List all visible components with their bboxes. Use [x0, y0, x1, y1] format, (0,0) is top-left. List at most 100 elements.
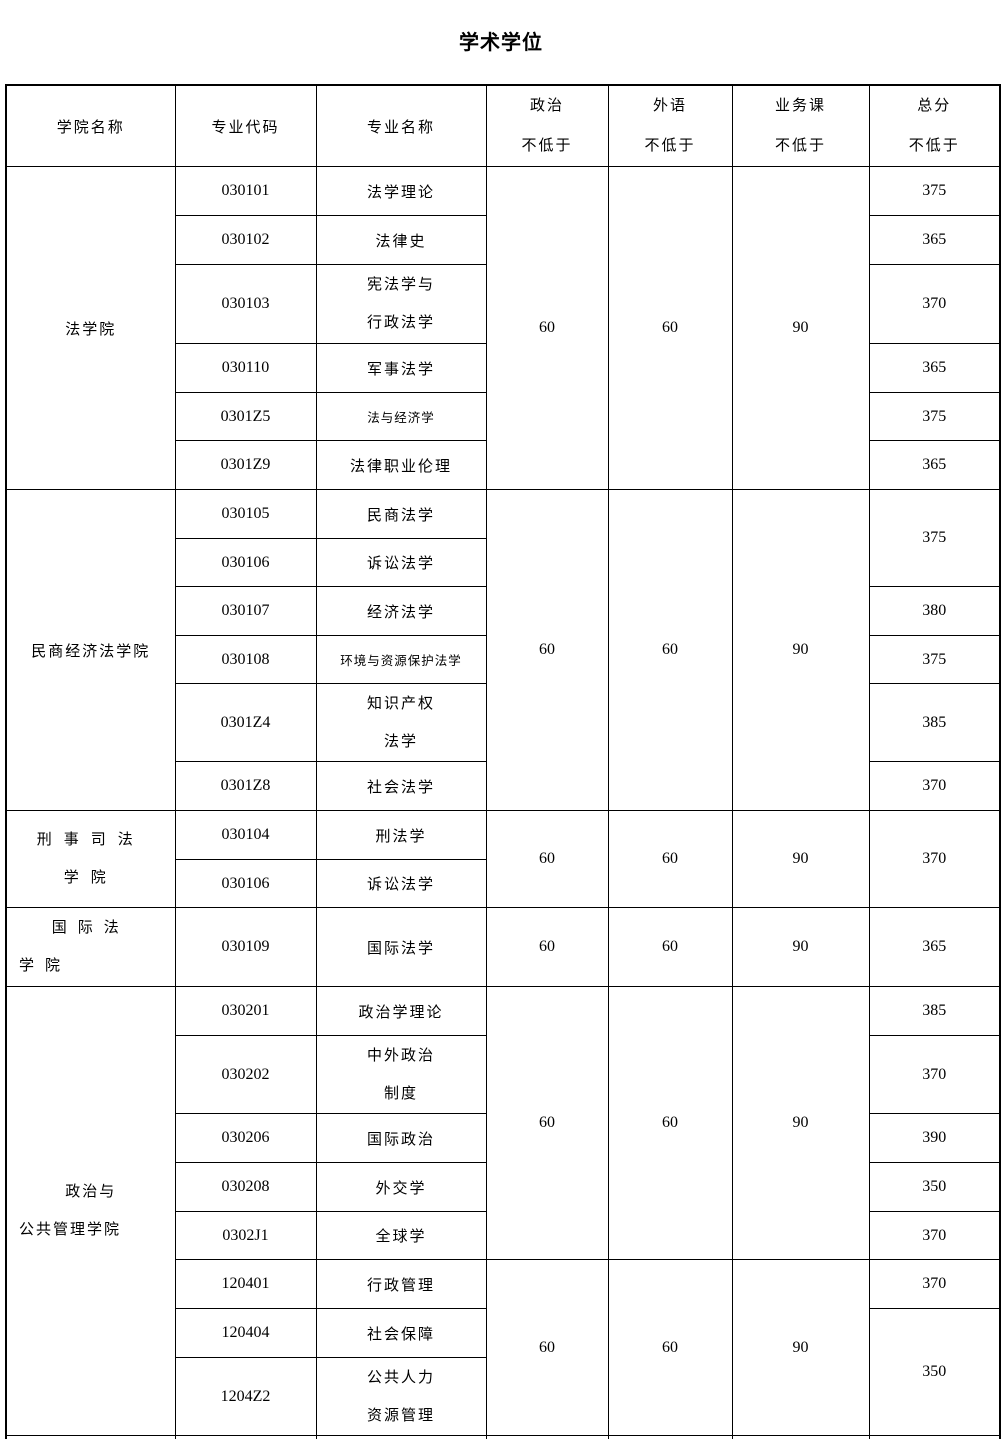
foreign-lang-cell: 60 [607, 166, 733, 490]
total-cell: 370 [868, 264, 1001, 344]
major-code-cell: 030202 [174, 1035, 317, 1114]
major-name-line: 法学 [383, 733, 418, 750]
table-row: 030202 中外政治 制度 370 [6, 1035, 1001, 1114]
foreign-lang-cell [607, 1435, 733, 1439]
table-row: 0301Z4 知识产权 法学 385 [6, 683, 1001, 762]
major-code-cell: 030105 [174, 489, 317, 539]
header-total: 总分 不低于 [868, 84, 1001, 167]
table-row: 030208 外交学 350 [6, 1162, 1001, 1212]
total-cell: 375 [868, 635, 1001, 684]
major-name-cell: 国际政治 [315, 1113, 487, 1163]
major-name-line: 知识产权 [366, 695, 435, 712]
total-cell: 365 [868, 215, 1001, 265]
major-code-cell: 0301Z8 [174, 761, 317, 811]
major-code-cell: 030106 [174, 859, 317, 908]
major-name-cell: 法学理论 [315, 166, 487, 216]
major-name-cell: 法与经济学 [315, 392, 487, 441]
header-row: 学院名称 专业代码 专业名称 政治 不低于 外语 不低于 业务课 不低于 总分 … [5, 84, 1001, 167]
total-cell: 370 [868, 810, 1001, 908]
major-code-cell: 030106 [174, 538, 317, 587]
total-cell: 375 [868, 392, 1001, 441]
course-cell: 90 [731, 810, 870, 908]
major-code-cell: 120401 [174, 1259, 317, 1309]
major-name-cell: 经济法学 [315, 586, 487, 636]
total-cell: 350 [868, 1308, 1001, 1436]
header-politics-line2: 不低于 [521, 138, 573, 154]
politics-cell: 60 [485, 810, 609, 908]
foreign-lang-cell: 60 [607, 810, 733, 908]
header-politics-line1: 政治 [529, 98, 564, 114]
major-name-cell: 法律史 [315, 215, 487, 265]
college-cell: 民商经济法学院 [5, 489, 176, 811]
total-cell: 365 [868, 440, 1001, 490]
major-name-cell: 行政管理 [315, 1259, 487, 1309]
header-politics: 政治 不低于 [485, 84, 609, 167]
total-cell [868, 1435, 1001, 1439]
header-college: 学院名称 [5, 84, 176, 167]
major-name-cell: 国际法学 [315, 907, 487, 987]
major-code-cell: 030208 [174, 1162, 317, 1212]
major-name-cell: 政治学理论 [315, 986, 487, 1036]
college-cell: 政治与 公共管理学院 [5, 986, 176, 1436]
foreign-lang-cell: 60 [607, 907, 733, 987]
page-title: 学术学位 [459, 30, 543, 54]
table-row: 0301Z8 社会法学 370 [6, 761, 1001, 811]
table-row: 政治与 公共管理学院 030201 政治学理论 60 60 90 385 [5, 986, 1001, 1436]
table-row: 030108 环境与资源保护法学 375 [6, 635, 1001, 684]
table-row: 0301Z5 法与经济学 375 [6, 392, 1001, 441]
total-cell: 375 [868, 166, 1001, 216]
table-row: 030103 宪法学与 行政法学 370 [6, 264, 1001, 344]
foreign-lang-cell: 60 [607, 1259, 733, 1436]
college-cell: 国际法 学院 [5, 907, 176, 987]
major-code-cell: 030107 [174, 586, 317, 636]
major-code-cell [174, 1435, 317, 1439]
total-cell: 385 [868, 683, 1001, 762]
major-name-cell: 社会法学 [315, 761, 487, 811]
major-code-cell: 030103 [174, 264, 317, 344]
college-name-line: 学院 [63, 870, 118, 886]
table-row: 030206 国际政治 390 [6, 1113, 1001, 1163]
major-name-line: 制度 [383, 1085, 418, 1102]
major-name-cell: 外交学 [315, 1162, 487, 1212]
college-name-line: 刑事司法 [36, 832, 145, 848]
major-name-cell: 社会保障 [315, 1308, 487, 1358]
table-row: 030106 诉讼法学 [6, 859, 1000, 908]
table-row: 120401 行政管理 60 60 90 370 [6, 1259, 1001, 1436]
major-code-cell: 030108 [174, 635, 317, 684]
major-code-cell: 0301Z5 [174, 392, 317, 441]
course-cell [731, 1435, 870, 1439]
major-name-cell: 法律职业伦理 [315, 440, 487, 490]
college-name-line: 公共管理学院 [19, 1222, 122, 1238]
header-course: 业务课 不低于 [731, 84, 870, 167]
table-row: 国际法 学院 030109 国际法学 60 60 90 365 [5, 907, 1001, 987]
major-name-cell: 宪法学与 行政法学 [315, 264, 487, 344]
major-name-line: 公共人力 [366, 1369, 435, 1386]
total-cell: 365 [868, 343, 1001, 393]
major-name-cell: 环境与资源保护法学 [315, 635, 487, 684]
politics-cell [485, 1435, 609, 1439]
major-name-cell: 公共人力 资源管理 [315, 1357, 487, 1436]
major-name-line: 行政法学 [366, 315, 435, 331]
college-cell: 刑事司法 学院 [5, 810, 176, 908]
major-name-line: 中外政治 [366, 1047, 435, 1064]
total-cell: 370 [868, 761, 1001, 811]
header-foreign-line1: 外语 [652, 98, 687, 114]
major-name-cell: 诉讼法学 [315, 859, 487, 908]
header-foreign-line2: 不低于 [644, 138, 696, 154]
college-cell [5, 1435, 176, 1439]
major-code-cell: 0301Z9 [174, 440, 317, 490]
total-cell: 385 [868, 986, 1001, 1036]
table-row: 030102 法律史 365 [6, 215, 1001, 265]
college-name-line: 政治与 [65, 1184, 117, 1200]
table-row: 030106 诉讼法学 [6, 538, 1000, 587]
course-cell: 90 [731, 166, 870, 490]
major-name-line: 资源管理 [366, 1407, 435, 1424]
table-row: 民商经济法学院 030105 民商法学 60 60 90 375 [5, 489, 1001, 811]
major-name-cell [315, 1435, 487, 1439]
major-code-cell: 030110 [174, 343, 317, 393]
major-name-cell: 全球学 [315, 1211, 487, 1260]
score-table: 学院名称 专业代码 专业名称 政治 不低于 外语 不低于 业务课 不低于 总分 … [5, 84, 1001, 1439]
major-code-cell: 0302J1 [174, 1211, 317, 1260]
major-code-cell: 030206 [174, 1113, 317, 1163]
